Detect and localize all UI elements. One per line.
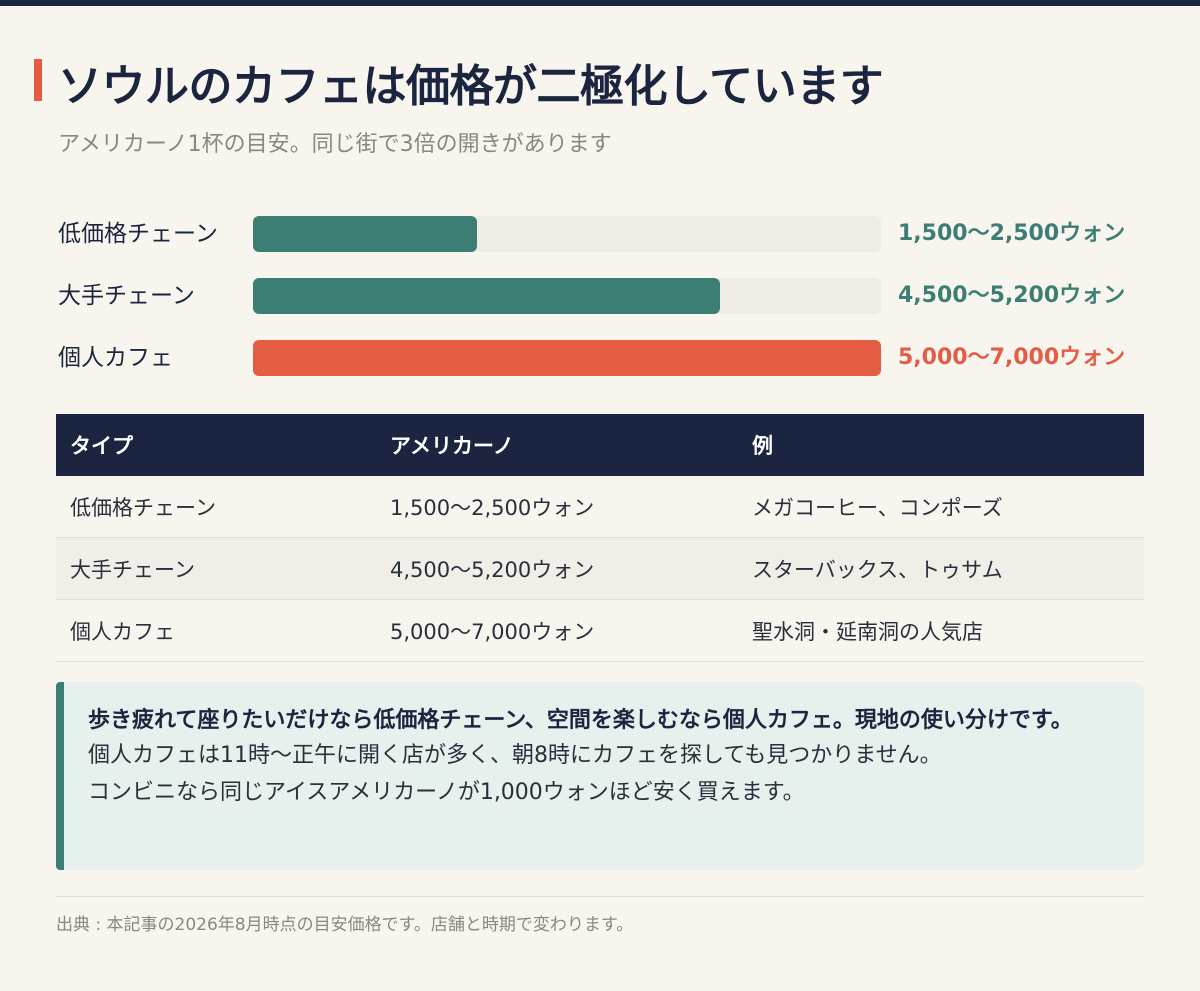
bar-category-label: 大手チェーン: [58, 283, 195, 309]
table-row: 低価格チェーン 1,500〜2,500ウォン メガコーヒー、コンポーズ: [56, 476, 1144, 538]
page-title: ソウルのカフェは価格が二極化しています: [58, 61, 884, 112]
table-cell-example: 聖水洞・延南洞の人気店: [752, 619, 983, 644]
bar: [253, 216, 477, 252]
table-cell-example: スターバックス、トゥサム: [752, 557, 1003, 582]
callout-accent-bar: [56, 682, 64, 870]
table-header-type: タイプ: [70, 434, 133, 458]
page-subtitle: アメリカーノ1杯の目安。同じ街で3倍の開きがあります: [58, 132, 612, 157]
table-header-example: 例: [752, 434, 773, 458]
bar-category-label: 低価格チェーン: [58, 221, 218, 247]
table-cell-type: 個人カフェ: [70, 619, 175, 644]
table-cell-example: メガコーヒー、コンポーズ: [752, 495, 1003, 520]
footer-divider: [56, 896, 1144, 897]
callout-headline: 歩き疲れて座りたいだけなら低価格チェーン、空間を楽しむなら個人カフェ。現地の使い…: [88, 708, 1073, 733]
callout-text-line: 個人カフェは11時〜正午に開く店が多く、朝8時にカフェを探しても見つかりません。: [88, 743, 942, 768]
bar-track: [253, 216, 881, 252]
price-table: タイプ アメリカーノ 例 低価格チェーン 1,500〜2,500ウォン メガコー…: [56, 414, 1144, 662]
table-header-americano: アメリカーノ: [390, 434, 514, 458]
table-row: 大手チェーン 4,500〜5,200ウォン スターバックス、トゥサム: [56, 538, 1144, 600]
table-cell-price: 5,000〜7,000ウォン: [390, 619, 595, 644]
bar-category-label: 個人カフェ: [58, 345, 173, 371]
bar-value-label: 4,500〜5,200ウォン: [898, 283, 1126, 308]
callout-text-line: コンビニなら同じアイスアメリカーノが1,000ウォンほど安く買えます。: [88, 780, 805, 805]
bar-track: [253, 278, 881, 314]
tip-callout: 歩き疲れて座りたいだけなら低価格チェーン、空間を楽しむなら個人カフェ。現地の使い…: [56, 682, 1144, 870]
table-cell-price: 1,500〜2,500ウォン: [390, 495, 595, 520]
source-note: 出典 : 本記事の2026年8月時点の目安価格です。店舗と時期で変わります。: [56, 915, 634, 935]
table-cell-type: 低価格チェーン: [70, 495, 216, 520]
bar: [253, 278, 720, 314]
title-accent-mark: [34, 59, 42, 101]
bar-value-label: 1,500〜2,500ウォン: [898, 221, 1126, 246]
table-cell-price: 4,500〜5,200ウォン: [390, 557, 595, 582]
top-accent-bar: [0, 0, 1200, 6]
table-row: 個人カフェ 5,000〜7,000ウォン 聖水洞・延南洞の人気店: [56, 600, 1144, 662]
bar-value-label: 5,000〜7,000ウォン: [898, 345, 1126, 370]
bar: [253, 340, 881, 376]
bar-track: [253, 340, 881, 376]
table-header-row: タイプ アメリカーノ 例: [56, 414, 1144, 476]
table-cell-type: 大手チェーン: [70, 557, 195, 582]
